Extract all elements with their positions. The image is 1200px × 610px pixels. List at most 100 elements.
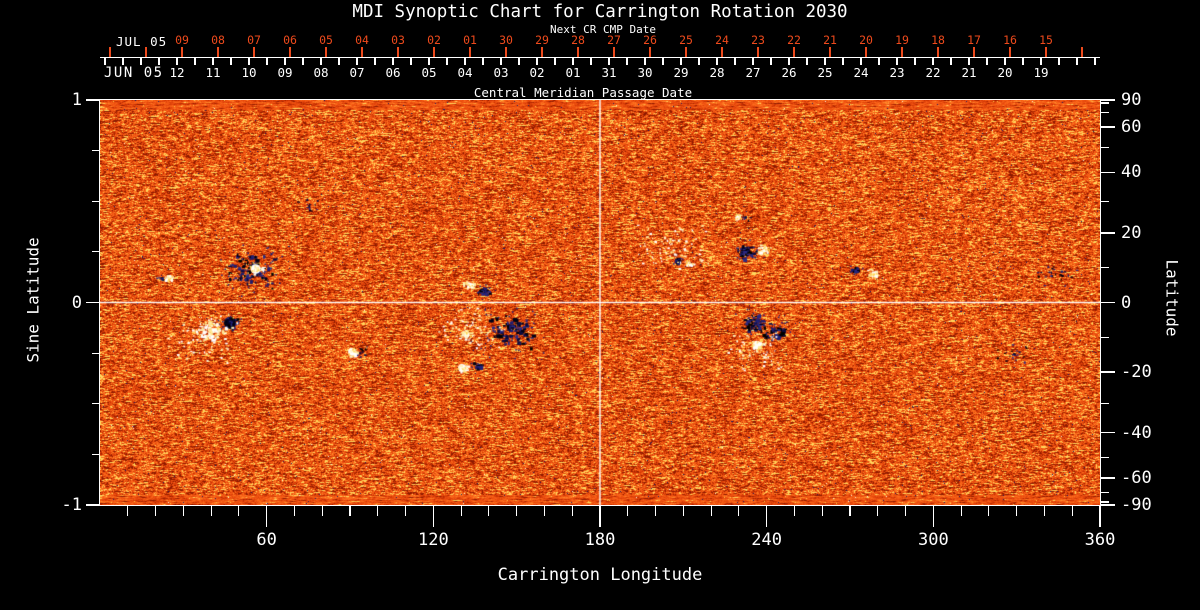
cmp-tick <box>968 57 970 65</box>
latitude-tick-label: -20 <box>1121 361 1152 382</box>
next-cr-tick-label: 24 <box>715 33 729 47</box>
jun-05-label: JUN 05 <box>104 65 164 81</box>
cmp-tick <box>608 57 610 65</box>
next-cr-tick <box>721 47 723 57</box>
next-cr-tick <box>469 47 471 57</box>
longitude-minor-tick <box>1016 506 1018 516</box>
longitude-tick <box>765 506 768 527</box>
latitude-tick <box>1101 371 1115 373</box>
cmp-tick <box>590 57 592 65</box>
next-cr-tick-label: 02 <box>427 33 441 47</box>
next-cr-tick-label: 23 <box>751 33 765 47</box>
longitude-tick <box>1099 506 1101 527</box>
cmp-tick <box>770 57 772 65</box>
longitude-minor-tick <box>654 506 657 516</box>
cmp-tick-label: 04 <box>457 65 473 80</box>
latitude-tick-label: -60 <box>1121 467 1152 488</box>
longitude-tick-label: 360 <box>1084 530 1116 550</box>
next-cr-tick <box>1045 47 1047 57</box>
longitude-tick <box>932 506 935 527</box>
cmp-tick-label: 28 <box>709 65 725 80</box>
next-cr-tick-label: 19 <box>895 33 909 47</box>
cmp-tick <box>1022 57 1024 65</box>
cmp-tick <box>554 57 556 65</box>
latitude-minor-tick <box>1101 492 1109 494</box>
next-cr-tick <box>433 47 435 57</box>
cmp-axis-line <box>100 56 1100 58</box>
longitude-minor-tick <box>1071 506 1073 516</box>
cmp-tick <box>752 57 754 65</box>
next-cr-tick-label: 01 <box>463 33 477 47</box>
carrington-longitude-axis-label: Carrington Longitude <box>497 565 703 585</box>
next-cr-tick-label: 20 <box>859 33 873 47</box>
cmp-tick <box>122 57 124 65</box>
longitude-minor-tick <box>404 506 407 516</box>
cmp-tick-label: 27 <box>745 65 761 80</box>
cmp-tick <box>734 57 736 65</box>
next-cr-tick-label: 25 <box>679 33 693 47</box>
latitude-tick-label: 90 <box>1121 90 1142 110</box>
sine-lat-tick-label: 0 <box>71 292 82 313</box>
cmp-tick-label: 26 <box>781 65 797 80</box>
cmp-tick <box>446 57 448 65</box>
cmp-tick <box>914 57 916 65</box>
longitude-minor-tick <box>293 506 296 516</box>
cmp-tick-label: 29 <box>673 65 689 80</box>
sine-lat-minor-tick <box>92 403 100 405</box>
next-cr-tick-label: 27 <box>607 33 621 47</box>
cmp-tick-label: 06 <box>385 65 401 80</box>
next-cr-tick <box>325 47 327 57</box>
cmp-tick-label: 22 <box>925 65 941 80</box>
next-cr-tick <box>505 47 507 57</box>
cmp-tick <box>374 57 376 65</box>
cmp-tick <box>500 57 502 65</box>
next-cr-tick <box>613 47 615 57</box>
cmp-tick <box>266 57 268 65</box>
cmp-tick-label: 21 <box>961 65 977 80</box>
cmp-tick <box>158 57 160 65</box>
longitude-minor-tick <box>238 506 240 516</box>
latitude-tick <box>1101 431 1115 434</box>
next-cr-tick-label: 29 <box>535 33 549 47</box>
next-cr-tick-label: 15 <box>1039 33 1053 47</box>
cmp-tick <box>248 57 250 65</box>
longitude-minor-tick <box>849 506 851 516</box>
sine-lat-tick <box>86 99 100 101</box>
cmp-tick-label: 31 <box>601 65 617 80</box>
magnetogram-image <box>100 100 1100 505</box>
cmp-tick <box>716 57 718 65</box>
longitude-minor-tick <box>988 506 990 516</box>
longitude-minor-tick <box>904 506 907 516</box>
longitude-minor-tick <box>349 506 351 516</box>
latitude-minor-tick <box>1101 146 1109 148</box>
longitude-tick <box>432 506 435 527</box>
longitude-tick-label: 300 <box>917 530 949 550</box>
longitude-minor-tick <box>154 506 157 516</box>
longitude-minor-tick <box>793 506 796 516</box>
latitude-minor-tick <box>1101 200 1109 202</box>
sine-lat-minor-tick <box>92 150 100 152</box>
next-cr-tick-label: 22 <box>787 33 801 47</box>
latitude-minor-tick <box>1101 501 1109 503</box>
next-cr-tick-label: 16 <box>1003 33 1017 47</box>
longitude-tick <box>265 506 268 527</box>
latitude-minor-tick <box>1101 337 1109 339</box>
longitude-tick <box>599 506 601 527</box>
next-cr-tick <box>109 47 111 57</box>
cmp-tick <box>950 57 952 65</box>
longitude-minor-tick <box>210 506 212 516</box>
cmp-tick <box>1076 57 1078 65</box>
next-cr-tick <box>757 47 759 57</box>
sine-lat-minor-tick <box>92 453 100 455</box>
next-cr-tick-label: 04 <box>355 33 369 47</box>
next-cr-tick-label: 26 <box>643 33 657 47</box>
next-cr-tick <box>397 47 399 57</box>
cmp-tick <box>662 57 664 65</box>
latitude-minor-tick <box>1101 111 1109 113</box>
latitude-minor-tick <box>1101 102 1109 104</box>
cmp-tick-label: 05 <box>421 65 437 80</box>
longitude-minor-tick <box>127 506 129 516</box>
latitude-tick-label: -40 <box>1121 422 1152 443</box>
next-cr-tick <box>253 47 255 57</box>
